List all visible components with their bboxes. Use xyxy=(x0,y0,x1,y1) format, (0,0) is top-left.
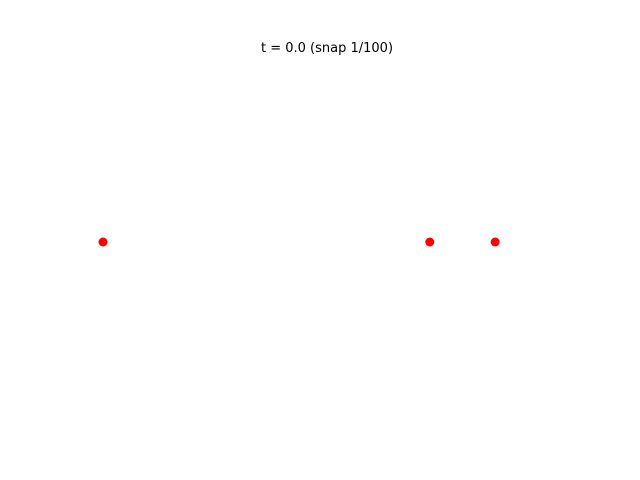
scatter-point-1 xyxy=(98,237,108,247)
scatter-point-3 xyxy=(490,237,500,247)
scatter-point-2 xyxy=(425,237,435,247)
chart-title: t = 0.0 (snap 1/100) xyxy=(260,41,394,56)
